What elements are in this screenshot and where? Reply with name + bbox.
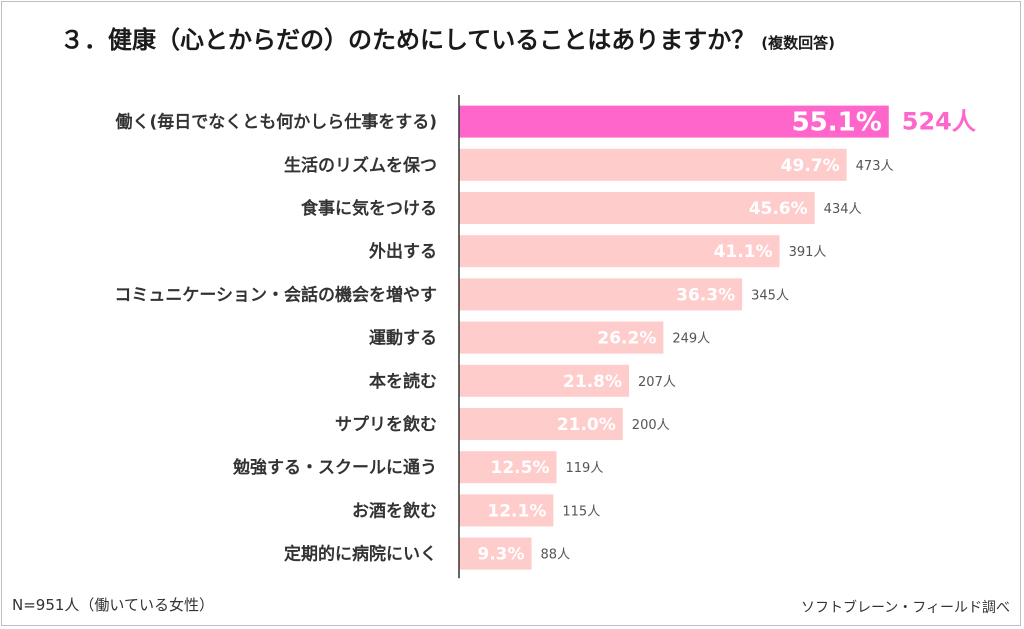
title-note: (複数回答)	[761, 34, 835, 52]
bar	[459, 451, 557, 484]
category-label: サプリを飲む	[335, 414, 437, 435]
value-label: 9.3%	[477, 545, 524, 565]
category-label: 外出する	[369, 241, 437, 262]
value-label: 41.1%	[714, 242, 773, 262]
value-label: 12.5%	[491, 458, 550, 478]
category-label: 定期的に病院にいく	[284, 544, 437, 565]
value-label: 36.3%	[676, 285, 735, 305]
category-label: 本を読む	[369, 371, 437, 392]
value-label: 26.2%	[597, 329, 656, 349]
bar	[459, 537, 532, 570]
count-label: 391人	[789, 245, 827, 260]
value-label: 12.1%	[487, 501, 546, 521]
count-label: 249人	[672, 332, 710, 347]
value-label: 21.0%	[557, 415, 616, 435]
count-label: 119人	[566, 461, 604, 476]
count-label: 115人	[562, 504, 600, 519]
bar-row: 運動する 26.2% 249人	[369, 321, 710, 354]
bar	[459, 278, 743, 311]
count-label: 524人	[902, 108, 976, 136]
category-label: 働く(毎日でなくとも何かしら仕事をする)	[114, 112, 437, 133]
count-label: 473人	[856, 159, 894, 174]
bar	[459, 494, 554, 527]
category-label: 運動する	[369, 328, 437, 349]
value-label: 21.8%	[563, 372, 622, 392]
value-label: 49.7%	[781, 156, 840, 176]
bar-row: サプリを飲む 21.0% 200人	[335, 408, 670, 440]
bar	[459, 235, 780, 268]
count-label: 207人	[638, 375, 676, 390]
bar	[459, 148, 847, 181]
title-text: ３．健康（心とからだの）のためにしていることはありますか？	[60, 26, 756, 54]
bar-row: 生活のリズムを保つ 49.7% 473人	[284, 148, 894, 181]
count-label: 88人	[541, 548, 571, 563]
bar-row: 働く(毎日でなくとも何かしら仕事をする) 55.1% 524人	[114, 105, 976, 138]
bar-row: コミュニケーション・会話の機会を増やす 36.3% 345人	[114, 278, 789, 311]
bar-row: 外出する 41.1% 391人	[369, 235, 827, 268]
category-label: 生活のリズムを保つ	[284, 155, 437, 176]
count-label: 345人	[751, 288, 789, 303]
bar	[459, 105, 889, 138]
source-note: ソフトブレーン・フィールド調べ	[800, 600, 1010, 616]
bar	[459, 321, 664, 354]
bar	[459, 408, 623, 440]
value-label: 45.6%	[749, 199, 808, 219]
sample-size-note: N=951人（働いている女性）	[12, 596, 214, 614]
bar-row: 食事に気をつける 45.6% 434人	[301, 192, 862, 224]
bar-row: 定期的に病院にいく 9.3% 88人	[284, 537, 571, 570]
bar	[459, 192, 815, 224]
bar-row: 本を読む 21.8% 207人	[369, 364, 676, 397]
chart-title: ３．健康（心とからだの）のためにしていることはありますか？ (複数回答)	[60, 20, 835, 55]
count-label: 434人	[824, 202, 862, 217]
category-label: コミュニケーション・会話の機会を増やす	[114, 284, 437, 305]
category-label: 勉強する・スクールに通う	[232, 457, 437, 478]
category-label: 食事に気をつける	[301, 198, 437, 219]
value-label: 55.1%	[792, 108, 882, 138]
category-label: お酒を飲む	[352, 500, 437, 521]
bar-row: 勉強する・スクールに通う 12.5% 119人	[232, 451, 604, 484]
bar	[459, 364, 630, 397]
count-label: 200人	[632, 418, 670, 433]
bar-row: お酒を飲む 12.1% 115人	[352, 494, 600, 527]
